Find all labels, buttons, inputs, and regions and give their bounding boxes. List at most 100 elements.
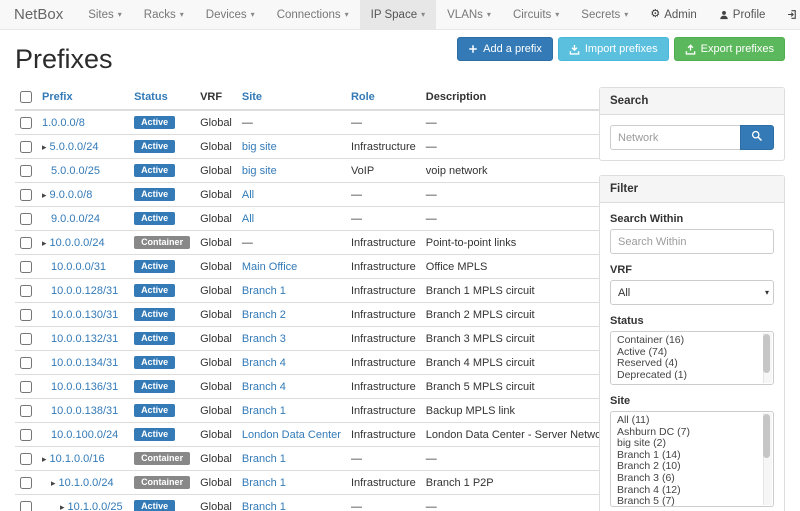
listbox-option[interactable]: Active (74) [617, 345, 668, 358]
status-badge[interactable]: Active [134, 164, 176, 178]
site-link[interactable]: Branch 1 [241, 284, 286, 297]
prefix-link[interactable]: 10.0.0.130/31 [51, 308, 119, 321]
scrollbar[interactable] [763, 333, 772, 383]
site-link[interactable]: big site [241, 164, 277, 177]
listbox-option[interactable]: Container (16) [617, 334, 685, 346]
status-badge[interactable]: Active [134, 188, 176, 202]
row-checkbox[interactable] [20, 428, 32, 441]
status-badge[interactable]: Active [134, 404, 176, 418]
prefix-link[interactable]: 10.0.0.138/31 [51, 404, 119, 417]
status-badge[interactable]: Active [134, 332, 176, 346]
vrf-select[interactable]: All ▾ [610, 280, 774, 305]
listbox-option[interactable]: Ashburn DC (7) [617, 425, 690, 438]
site-link[interactable]: Branch 1 [241, 452, 286, 465]
nav-item-racks[interactable]: Racks ▾ [143, 8, 184, 21]
row-checkbox[interactable] [20, 380, 32, 393]
prefix-link[interactable]: 10.0.0.134/31 [51, 356, 119, 369]
status-badge[interactable]: Active [134, 284, 176, 298]
status-badge[interactable]: Active [134, 308, 176, 322]
site-link[interactable]: Main Office [241, 260, 298, 273]
status-badge[interactable]: Container [134, 476, 191, 490]
column-header-status[interactable]: Status [129, 87, 196, 112]
nav-item-log-out[interactable]: Log out [776, 0, 800, 29]
search-within-input[interactable] [610, 229, 774, 254]
status-badge[interactable]: Active [134, 428, 176, 442]
listbox-option[interactable]: Branch 5 (7) [617, 495, 675, 507]
status-badge[interactable]: Active [134, 356, 176, 370]
row-checkbox[interactable] [20, 284, 32, 297]
status-badge[interactable]: Active [134, 380, 176, 394]
row-checkbox[interactable] [20, 452, 32, 465]
row-checkbox[interactable] [20, 116, 32, 129]
row-checkbox[interactable] [20, 476, 32, 489]
prefix-link[interactable]: 5.0.0.0/25 [51, 164, 100, 177]
nav-item-admin[interactable]: ⚙ Admin [650, 8, 697, 21]
row-checkbox[interactable] [20, 308, 32, 321]
site-link[interactable]: Branch 1 [241, 476, 286, 489]
row-checkbox[interactable] [20, 260, 32, 273]
prefix-link[interactable]: 10.1.0.0/25 [67, 500, 123, 511]
prefix-link[interactable]: 10.0.0.136/31 [51, 380, 119, 393]
search-input[interactable] [610, 125, 740, 150]
site-link[interactable]: London Data Center [241, 428, 341, 441]
listbox-option[interactable]: All (11) [617, 414, 650, 426]
brand-logo[interactable]: NetBox [14, 6, 64, 23]
site-link[interactable]: Branch 2 [241, 308, 286, 321]
site-link[interactable]: All [241, 212, 255, 225]
search-button[interactable] [740, 125, 774, 150]
site-link[interactable]: big site [241, 140, 277, 153]
prefix-link[interactable]: 10.0.0.0/24 [49, 236, 105, 249]
listbox-option[interactable]: big site (2) [617, 437, 667, 450]
prefix-link[interactable]: 10.1.0.0/16 [49, 452, 105, 465]
status-listbox[interactable]: Container (16) Active (74) Reserved (4) Dep… [610, 331, 774, 385]
status-badge[interactable]: Active [134, 260, 176, 274]
prefix-link[interactable]: 9.0.0.0/24 [51, 212, 100, 225]
row-checkbox[interactable] [20, 404, 32, 417]
prefix-link[interactable]: 9.0.0.0/8 [49, 188, 93, 201]
listbox-option[interactable]: Reserved (4) [617, 357, 678, 370]
prefix-link[interactable]: 10.0.0.0/31 [51, 260, 107, 273]
row-checkbox[interactable] [20, 500, 32, 511]
column-header-prefix[interactable]: Prefix [37, 87, 130, 112]
site-link[interactable]: Branch 3 [241, 332, 286, 345]
row-checkbox[interactable] [20, 164, 32, 177]
prefix-link[interactable]: 10.1.0.0/24 [58, 476, 114, 489]
import-prefixes-button[interactable]: Import prefixes [557, 37, 669, 61]
listbox-option[interactable]: Deprecated (1) [617, 368, 688, 381]
site-link[interactable]: Branch 1 [241, 404, 286, 417]
listbox-option[interactable]: Branch 2 (10) [617, 460, 681, 473]
row-checkbox[interactable] [20, 356, 32, 369]
row-checkbox[interactable] [20, 188, 32, 201]
status-badge[interactable]: Active [134, 212, 176, 226]
scrollbar[interactable] [763, 413, 772, 505]
row-checkbox[interactable] [20, 332, 32, 345]
nav-item-ip-space[interactable]: IP Space ▾ [359, 0, 437, 29]
site-listbox[interactable]: All (11) Ashburn DC (7) big site (2) Branch… [610, 411, 774, 507]
prefix-link[interactable]: 10.0.0.128/31 [51, 284, 119, 297]
nav-item-vlans[interactable]: VLANs ▾ [447, 8, 491, 21]
add-a-prefix-button[interactable]: Add a prefix [457, 37, 553, 61]
nav-item-connections[interactable]: Connections ▾ [276, 8, 349, 21]
listbox-option[interactable]: Branch 4 (12) [617, 483, 681, 496]
nav-item-sites[interactable]: Sites ▾ [88, 8, 122, 21]
listbox-option[interactable]: Branch 1 (14) [617, 448, 681, 461]
status-badge[interactable]: Active [134, 500, 176, 511]
listbox-option[interactable]: Branch 3 (6) [617, 471, 675, 484]
row-checkbox[interactable] [20, 236, 32, 249]
site-link[interactable]: All [241, 188, 255, 201]
export-prefixes-button[interactable]: Export prefixes [673, 37, 785, 61]
row-checkbox[interactable] [20, 212, 32, 225]
site-link[interactable]: Branch 4 [241, 380, 286, 393]
prefix-link[interactable]: 5.0.0.0/24 [49, 140, 99, 153]
status-badge[interactable]: Active [134, 140, 176, 154]
prefix-link[interactable]: 10.0.100.0/24 [51, 428, 119, 441]
status-badge[interactable]: Container [134, 236, 191, 250]
row-checkbox[interactable] [20, 140, 32, 153]
site-link[interactable]: Branch 1 [241, 500, 286, 511]
nav-item-secrets[interactable]: Secrets ▾ [581, 8, 629, 21]
prefix-link[interactable]: 1.0.0.0/8 [42, 116, 85, 129]
nav-item-circuits[interactable]: Circuits ▾ [512, 8, 560, 21]
prefix-link[interactable]: 10.0.0.132/31 [51, 332, 119, 345]
column-header-role[interactable]: Role [345, 87, 421, 112]
status-badge[interactable]: Active [134, 116, 176, 130]
